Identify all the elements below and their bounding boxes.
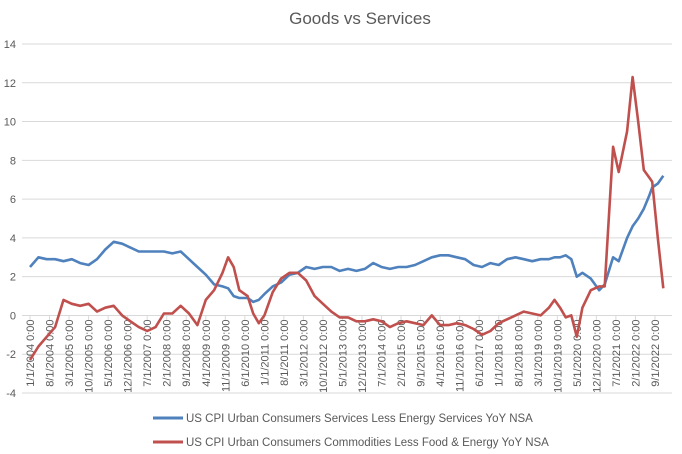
x-tick-label: 1/1/2004 0:00 [25, 319, 37, 386]
x-tick-label: 12/1/2013 0:00 [357, 319, 369, 392]
x-tick-label: 5/1/2006 0:00 [103, 319, 115, 386]
y-tick-label: 2 [10, 272, 16, 284]
x-tick-label: 3/1/2019 0:00 [533, 319, 545, 386]
y-tick-label: 10 [4, 117, 16, 129]
legend: US CPI Urban Consumers Services Less Ene… [153, 413, 549, 449]
series-line-commodities [28, 75, 665, 361]
x-tick-label: 2/1/2008 0:00 [162, 319, 174, 386]
y-tick-label: 4 [10, 233, 16, 245]
y-axis: -4 -2 0 2 4 6 8 10 12 14 [4, 39, 16, 400]
x-tick-label: 12/1/2020 0:00 [591, 319, 603, 392]
x-tick-label: 10/1/2012 0:00 [318, 319, 330, 392]
x-tick-label: 10/1/2019 0:00 [552, 319, 564, 392]
y-tick-label: 14 [4, 39, 16, 51]
series-lines [28, 75, 665, 361]
x-tick-label: 12/1/2006 0:00 [123, 319, 135, 392]
legend-label-services: US CPI Urban Consumers Services Less Ene… [186, 413, 533, 425]
x-tick-label: 7/1/2007 0:00 [142, 319, 154, 386]
x-tick-label: 2/1/2015 0:00 [396, 319, 408, 386]
legend-label-commodities: US CPI Urban Consumers Commodities Less … [186, 437, 549, 449]
x-tick-label: 7/1/2014 0:00 [377, 319, 389, 386]
x-tick-label: 2/1/2022 0:00 [630, 319, 642, 386]
y-tick-label: 6 [10, 194, 16, 206]
x-tick-label: 4/1/2009 0:00 [201, 319, 213, 386]
gridlines [22, 43, 672, 394]
y-tick-label: 8 [10, 155, 16, 167]
series-line-services [29, 175, 665, 304]
y-tick-label: -4 [6, 388, 16, 400]
x-tick-label: 4/1/2016 0:00 [435, 319, 447, 386]
x-tick-label: 9/1/2022 0:00 [650, 319, 662, 386]
x-tick-label: 8/1/2018 0:00 [513, 319, 525, 386]
x-axis: 1/1/2004 0:00 8/1/2004 0:00 3/1/2005 0:00 1… [25, 315, 662, 393]
x-tick-label: 5/1/2013 0:00 [337, 319, 349, 386]
x-tick-label: 10/1/2005 0:00 [84, 319, 96, 392]
x-tick-label: 11/1/2016 0:00 [455, 319, 467, 392]
x-tick-label: 5/1/2020 0:00 [572, 319, 584, 386]
x-tick-label: 1/1/2011 0:00 [259, 319, 271, 385]
x-tick-label: 3/1/2005 0:00 [64, 319, 76, 386]
y-tick-label: 0 [10, 310, 16, 322]
x-tick-label: 9/1/2008 0:00 [181, 319, 193, 386]
x-tick-label: 1/1/2018 0:00 [494, 319, 506, 386]
y-tick-label: -2 [6, 349, 16, 361]
x-tick-label: 11/1/2009 0:00 [220, 319, 232, 392]
x-tick-label: 3/1/2012 0:00 [298, 319, 310, 386]
x-tick-label: 7/1/2021 0:00 [611, 319, 623, 386]
x-tick-label: 6/1/2010 0:00 [240, 319, 252, 386]
x-tick-label: 6/1/2017 0:00 [474, 319, 486, 386]
x-tick-label: 8/1/2004 0:00 [45, 319, 57, 386]
y-tick-label: 12 [4, 78, 16, 90]
chart-title: Goods vs Services [289, 9, 431, 28]
x-tick-label: 9/1/2015 0:00 [416, 319, 428, 386]
x-tick-label: 8/1/2011 0:00 [279, 319, 291, 385]
